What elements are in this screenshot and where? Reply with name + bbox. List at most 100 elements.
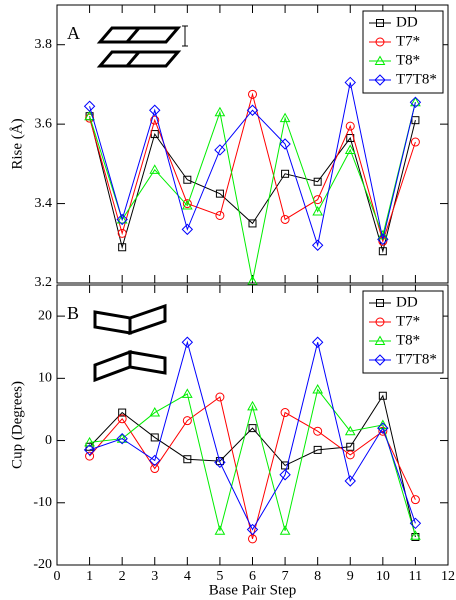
marker xyxy=(183,175,192,184)
marker xyxy=(374,335,386,345)
marker xyxy=(84,436,95,447)
marker xyxy=(410,96,421,107)
marker xyxy=(375,37,385,47)
marker xyxy=(344,475,356,487)
marker xyxy=(182,199,192,209)
legend-label: DD xyxy=(396,294,418,310)
marker xyxy=(215,210,225,220)
marker xyxy=(281,169,290,178)
legend-label: T7* xyxy=(396,313,420,329)
marker xyxy=(248,219,257,228)
series-line xyxy=(89,116,416,254)
marker xyxy=(149,407,161,417)
x-tick-label: 1 xyxy=(86,569,93,584)
marker xyxy=(280,408,290,418)
panel-label: B xyxy=(67,303,79,323)
marker xyxy=(246,523,259,536)
marker xyxy=(344,76,356,89)
x-tick-label: 6 xyxy=(249,569,256,584)
panel-label: A xyxy=(67,23,80,43)
series-line xyxy=(89,92,416,244)
marker xyxy=(345,450,355,460)
marker xyxy=(345,121,355,131)
marker xyxy=(411,116,420,125)
marker xyxy=(312,205,324,216)
marker xyxy=(346,442,355,451)
legend-label: T7T8* xyxy=(396,351,437,367)
marker xyxy=(377,422,389,434)
x-tick-label: 8 xyxy=(314,569,321,584)
marker xyxy=(149,164,161,174)
legend-label: T8* xyxy=(396,332,420,348)
y-tick-label: 3.4 xyxy=(35,196,53,211)
marker xyxy=(376,19,384,27)
y-tick-label: -10 xyxy=(33,495,52,510)
legend-label: T7T8* xyxy=(396,71,437,87)
series-line xyxy=(89,394,416,538)
marker xyxy=(248,89,257,99)
marker xyxy=(118,243,127,252)
series xyxy=(85,89,420,246)
marker xyxy=(150,433,159,442)
marker xyxy=(181,336,194,348)
marker xyxy=(181,223,194,236)
marker xyxy=(181,200,193,210)
x-tick-label: 5 xyxy=(216,569,223,584)
marker xyxy=(215,392,225,402)
y-tick-label: 20 xyxy=(38,308,52,323)
marker xyxy=(377,233,389,246)
marker xyxy=(280,214,290,224)
icon-rise xyxy=(96,25,188,68)
x-tick-label: 2 xyxy=(119,569,126,584)
y-tick-label: 3.8 xyxy=(35,37,53,52)
x-tick-label: 0 xyxy=(54,569,61,584)
series xyxy=(85,391,420,541)
marker xyxy=(214,456,226,469)
marker xyxy=(410,137,420,147)
marker xyxy=(409,96,422,109)
marker xyxy=(183,455,192,464)
marker xyxy=(279,138,291,150)
marker xyxy=(312,384,324,394)
icon-cup xyxy=(93,303,167,383)
marker xyxy=(375,317,385,327)
legend-marker xyxy=(375,37,385,47)
marker xyxy=(410,495,420,505)
marker xyxy=(83,444,96,456)
x-tick-label: 3 xyxy=(151,569,158,584)
y-axis-label: Cup (Degrees) xyxy=(9,381,25,469)
marker xyxy=(374,354,386,366)
marker xyxy=(117,228,127,238)
legend-marker xyxy=(376,299,384,307)
marker xyxy=(149,104,161,116)
marker xyxy=(378,391,387,400)
x-tick-label: 9 xyxy=(347,569,354,584)
marker xyxy=(378,247,387,256)
marker xyxy=(85,451,95,461)
marker xyxy=(376,299,384,307)
legend-label: DD xyxy=(396,14,418,30)
marker xyxy=(281,461,290,470)
x-tick-label: 11 xyxy=(409,569,422,584)
series xyxy=(83,76,422,251)
marker xyxy=(374,74,386,86)
series-line xyxy=(89,82,416,248)
x-tick-label: 12 xyxy=(441,569,455,584)
marker xyxy=(116,213,128,226)
marker xyxy=(85,442,94,451)
marker xyxy=(311,336,324,348)
marker xyxy=(246,104,259,116)
series-line xyxy=(89,102,416,282)
y-tick-label: 3.2 xyxy=(35,275,53,290)
y-tick-label: -20 xyxy=(33,557,52,572)
marker xyxy=(344,425,356,436)
marker xyxy=(214,144,226,156)
series-line xyxy=(89,396,416,539)
series xyxy=(83,336,422,536)
marker xyxy=(214,525,226,535)
marker xyxy=(117,414,127,424)
x-tick-label: 10 xyxy=(376,569,390,584)
marker xyxy=(83,100,96,112)
marker xyxy=(248,424,257,433)
